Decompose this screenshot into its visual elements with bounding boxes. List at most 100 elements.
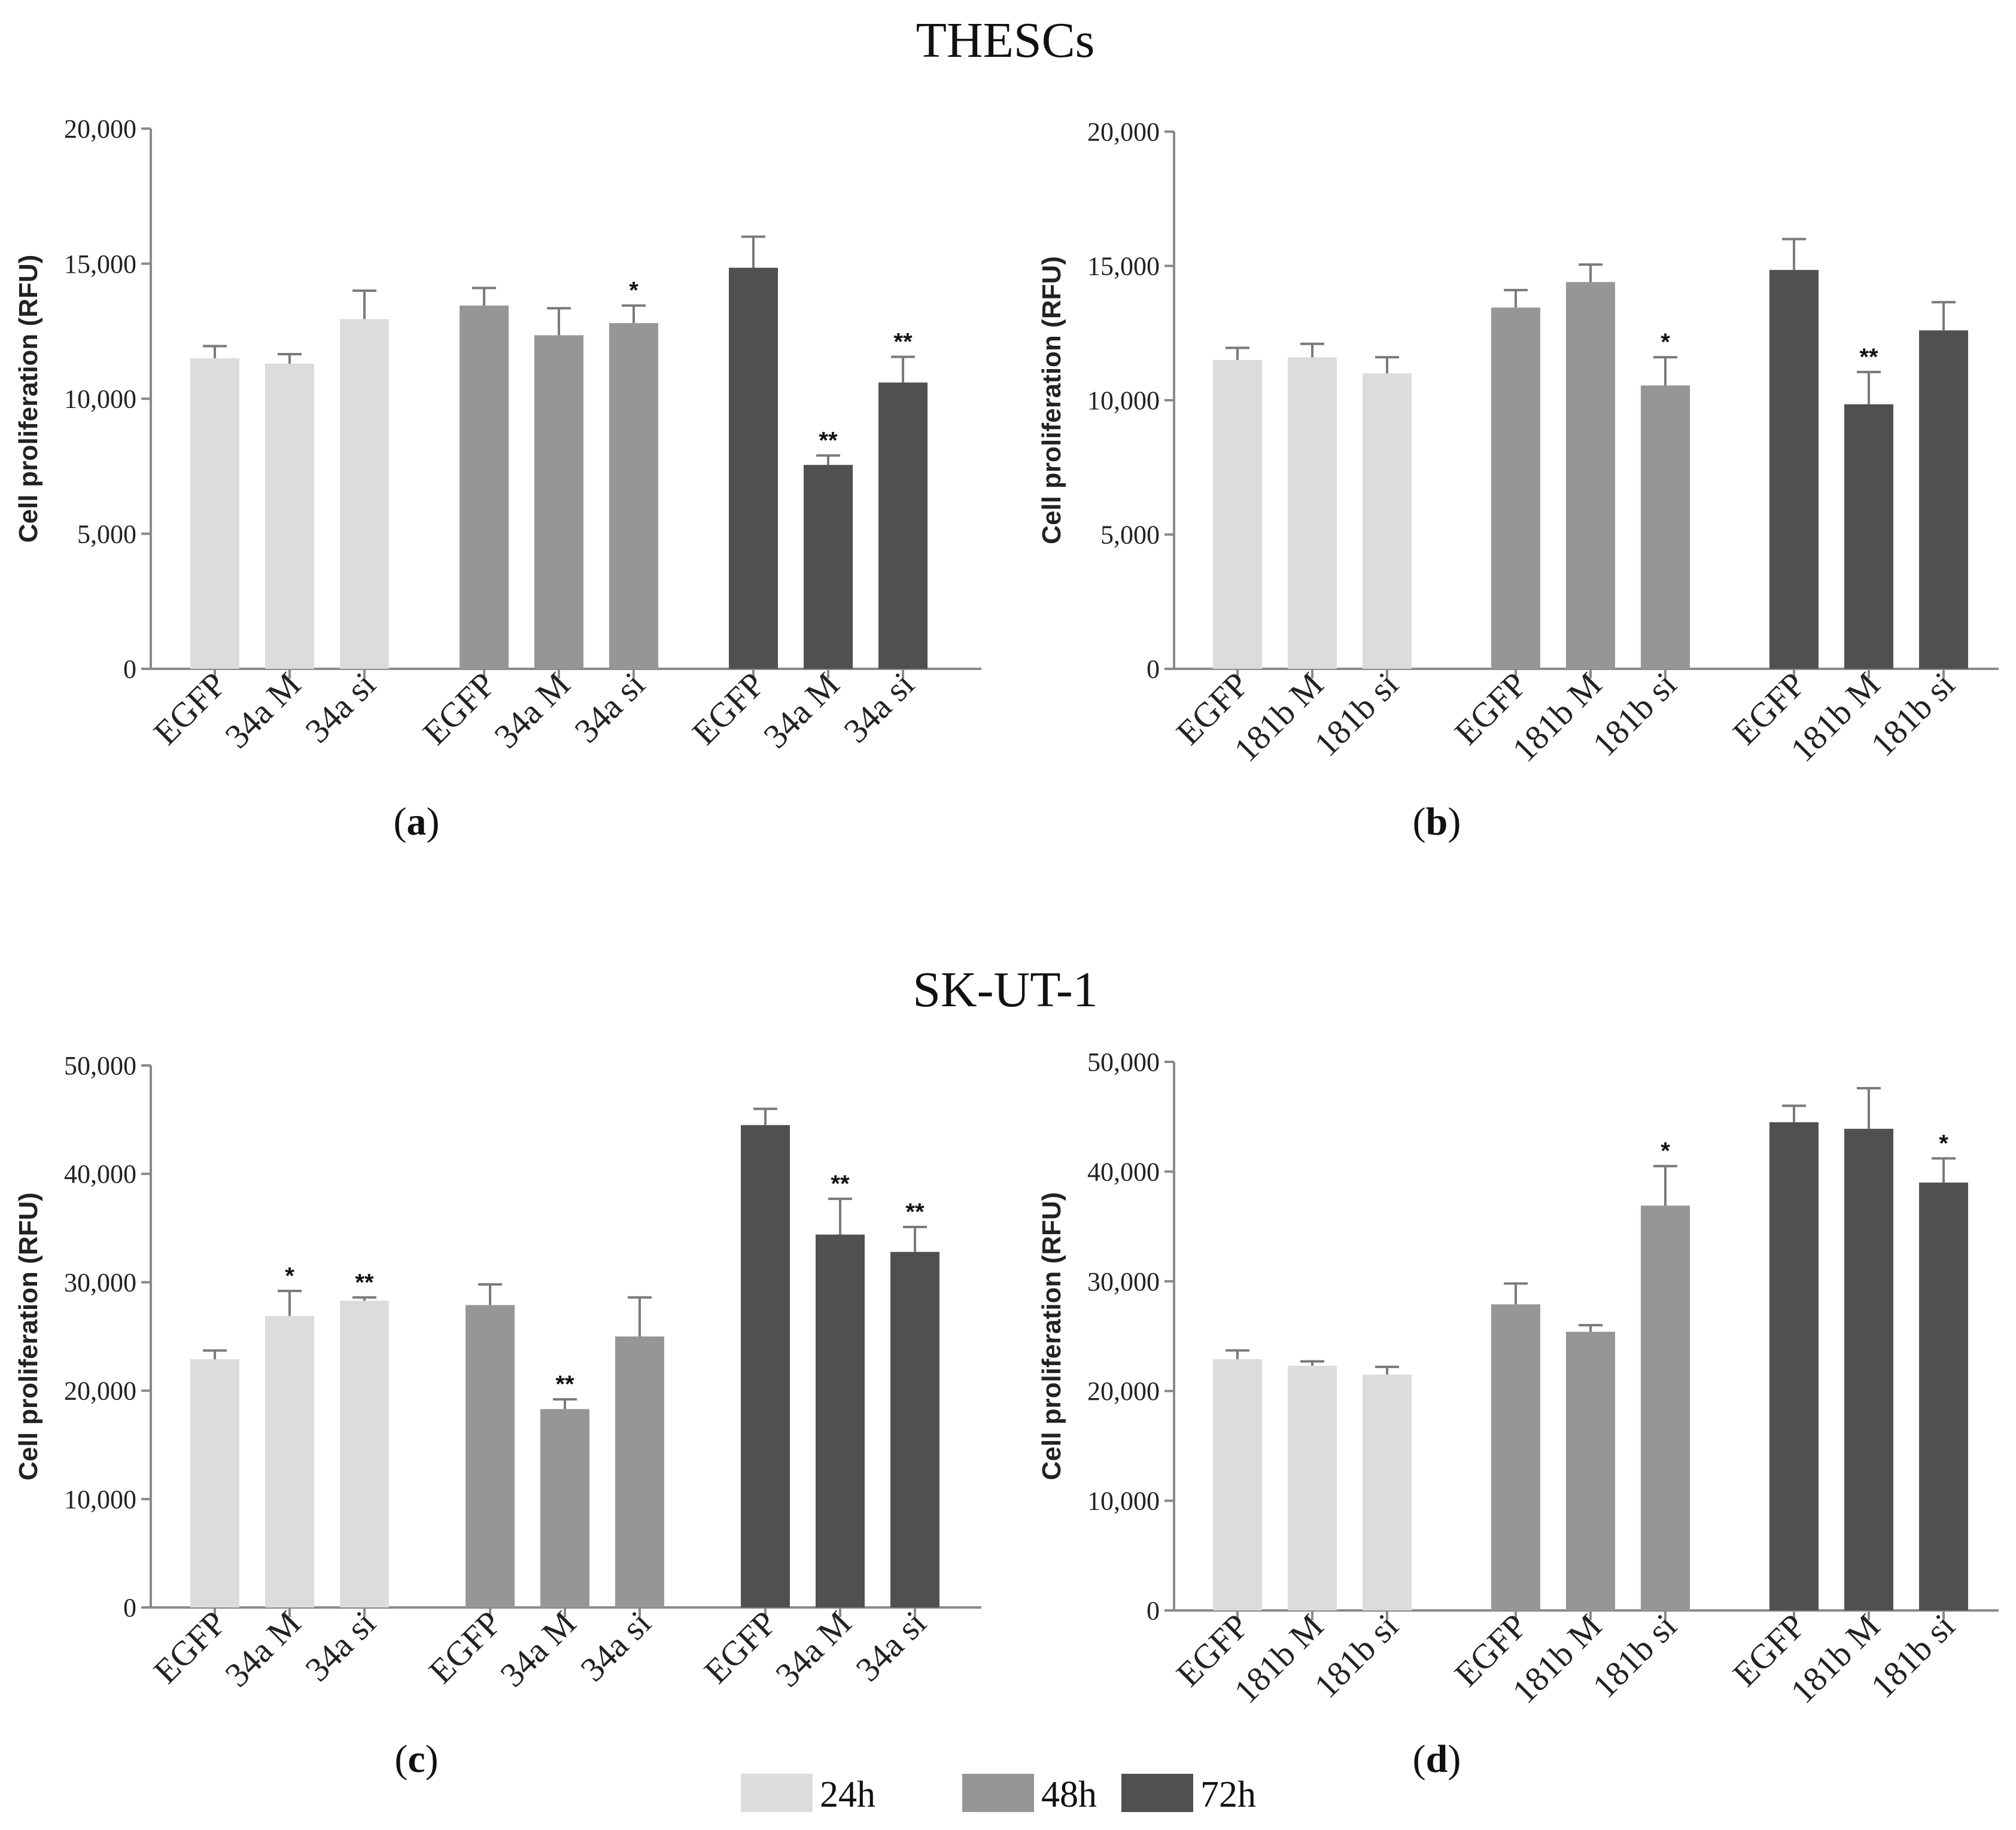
bar-24h-181b-M bbox=[1288, 1366, 1337, 1610]
bar-24h-181b-si bbox=[1363, 373, 1412, 669]
y-tick-label: 20,000 bbox=[1087, 117, 1160, 147]
y-tick-label: 0 bbox=[1147, 1596, 1160, 1625]
y-tick-label: 5,000 bbox=[1100, 520, 1160, 550]
significance-marker: * bbox=[629, 278, 638, 304]
y-tick-label: 30,000 bbox=[64, 1268, 136, 1297]
bar-24h-EGFP bbox=[1213, 1359, 1262, 1610]
bar-72h-34a-si bbox=[890, 1252, 939, 1607]
significance-marker: ** bbox=[355, 1269, 374, 1296]
y-tick-label: 15,000 bbox=[1087, 252, 1160, 281]
y-axis-label: Cell proliferation (RFU) bbox=[14, 1192, 43, 1481]
x-category-label: 181b si bbox=[1307, 665, 1406, 764]
x-category-label: 181b si bbox=[1863, 665, 1963, 764]
y-tick-label: 50,000 bbox=[64, 1051, 136, 1080]
x-category-label: EGFP bbox=[146, 1603, 233, 1691]
bar-24h-181b-si bbox=[1363, 1374, 1412, 1610]
y-tick-label: 0 bbox=[123, 654, 136, 684]
y-tick-label: 0 bbox=[1147, 654, 1160, 684]
chart-panel-a: 0 5,000 10,000 15,000 20,000 Cell proliferati… bbox=[14, 114, 981, 844]
y-tick-label: 10,000 bbox=[64, 385, 136, 414]
legend-label-72h: 72h bbox=[1200, 1774, 1256, 1815]
y-tick-label: 40,000 bbox=[1087, 1157, 1160, 1186]
bar-24h-EGFP bbox=[190, 358, 239, 669]
significance-marker: * bbox=[1939, 1130, 1948, 1156]
bar-72h-181b-M bbox=[1844, 1128, 1893, 1610]
x-category-label: 34a M bbox=[768, 1603, 859, 1694]
legend-label-24h: 24h bbox=[820, 1774, 875, 1815]
significance-marker: ** bbox=[555, 1371, 574, 1397]
x-category-label: 181b si bbox=[1585, 665, 1684, 764]
significance-marker: ** bbox=[905, 1199, 925, 1225]
section-title-skut1: SK-UT-1 bbox=[913, 962, 1098, 1018]
bar-48h-EGFP bbox=[466, 1305, 515, 1607]
section-title-thescs: THESCs bbox=[916, 13, 1095, 68]
legend: 24h 48h 72h bbox=[741, 1774, 1256, 1815]
bar-72h-181b-M bbox=[1844, 404, 1893, 669]
significance-marker: ** bbox=[893, 329, 913, 355]
y-tick-label: 5,000 bbox=[77, 519, 136, 549]
y-tick-label: 15,000 bbox=[64, 249, 136, 279]
panel-label: (c) bbox=[394, 1737, 438, 1781]
bar-48h-181b-si bbox=[1641, 1205, 1690, 1610]
y-tick-label: 20,000 bbox=[64, 114, 136, 144]
x-category-label: 34a si bbox=[297, 665, 383, 750]
y-tick-label: 10,000 bbox=[64, 1485, 136, 1514]
significance-marker: ** bbox=[1859, 344, 1878, 370]
x-category-label: 34a M bbox=[217, 1603, 308, 1694]
panel-label: (a) bbox=[394, 800, 440, 844]
x-category-label: 34a si bbox=[848, 1603, 933, 1689]
y-axis-label: Cell proliferation (RFU) bbox=[14, 255, 43, 543]
x-category-label: EGFP bbox=[697, 1603, 784, 1691]
bar-72h-181b-si bbox=[1919, 1182, 1968, 1610]
bar-72h-EGFP bbox=[729, 267, 778, 669]
x-category-label: EGFP bbox=[415, 665, 503, 752]
bar-24h-181b-M bbox=[1288, 357, 1337, 669]
y-tick-label: 30,000 bbox=[1087, 1267, 1160, 1296]
panel-label: (d) bbox=[1413, 1737, 1461, 1781]
y-axis-label: Cell proliferation (RFU) bbox=[1037, 1192, 1066, 1481]
x-category-label: 34a si bbox=[836, 665, 922, 750]
bar-48h-EGFP bbox=[1491, 307, 1540, 669]
bar-48h-EGFP bbox=[1491, 1304, 1540, 1610]
chart-panel-c: 0 10,000 20,000 30,000 40,000 50,000 Cell prol… bbox=[14, 1051, 981, 1781]
x-category-label: 34a si bbox=[297, 1603, 383, 1689]
x-category-label: 181b si bbox=[1585, 1606, 1684, 1706]
bar-24h-EGFP bbox=[190, 1359, 239, 1607]
y-tick-label: 10,000 bbox=[1087, 1487, 1160, 1516]
y-tick-label: 0 bbox=[123, 1593, 136, 1622]
x-category-label: 181b si bbox=[1863, 1606, 1963, 1706]
significance-marker: ** bbox=[819, 427, 838, 453]
bar-24h-EGFP bbox=[1213, 360, 1262, 669]
x-category-label: 34a M bbox=[492, 1603, 583, 1694]
bar-72h-181b-si bbox=[1919, 330, 1968, 669]
x-category-label: 34a M bbox=[756, 665, 847, 756]
legend-swatch-24h bbox=[741, 1774, 813, 1812]
x-category-label: 34a si bbox=[573, 1603, 658, 1689]
bar-48h-34a-M bbox=[540, 1409, 589, 1607]
bar-24h-34a-si bbox=[340, 319, 389, 669]
x-category-label: 34a M bbox=[486, 665, 577, 756]
panel-label: (b) bbox=[1413, 800, 1461, 844]
chart-panel-d: 0 10,000 20,000 30,000 40,000 50,000 Cell prol… bbox=[1037, 1048, 1999, 1781]
bar-24h-34a-M bbox=[265, 1316, 314, 1607]
y-tick-label: 40,000 bbox=[64, 1159, 136, 1189]
x-category-label: EGFP bbox=[685, 665, 772, 752]
bar-24h-34a-si bbox=[340, 1301, 389, 1607]
bar-48h-181b-si bbox=[1641, 385, 1690, 669]
y-axis-label: Cell proliferation (RFU) bbox=[1037, 256, 1066, 544]
x-category-label: 34a M bbox=[217, 665, 308, 756]
y-tick-label: 20,000 bbox=[1087, 1377, 1160, 1406]
x-category-label: EGFP bbox=[146, 665, 233, 752]
bar-72h-34a-si bbox=[878, 382, 928, 669]
bar-72h-34a-M bbox=[804, 465, 853, 669]
y-tick-label: 50,000 bbox=[1087, 1048, 1160, 1077]
x-category-label: EGFP bbox=[421, 1603, 509, 1691]
bar-72h-34a-M bbox=[816, 1234, 865, 1607]
significance-marker: * bbox=[285, 1263, 294, 1289]
bar-72h-EGFP bbox=[741, 1125, 790, 1607]
significance-marker: * bbox=[1661, 329, 1670, 355]
bar-48h-34a-M bbox=[534, 335, 583, 669]
bar-48h-34a-si bbox=[615, 1336, 664, 1607]
chart-panel-b: 0 5,000 10,000 15,000 20,000 Cell proliferati… bbox=[1037, 117, 1999, 844]
